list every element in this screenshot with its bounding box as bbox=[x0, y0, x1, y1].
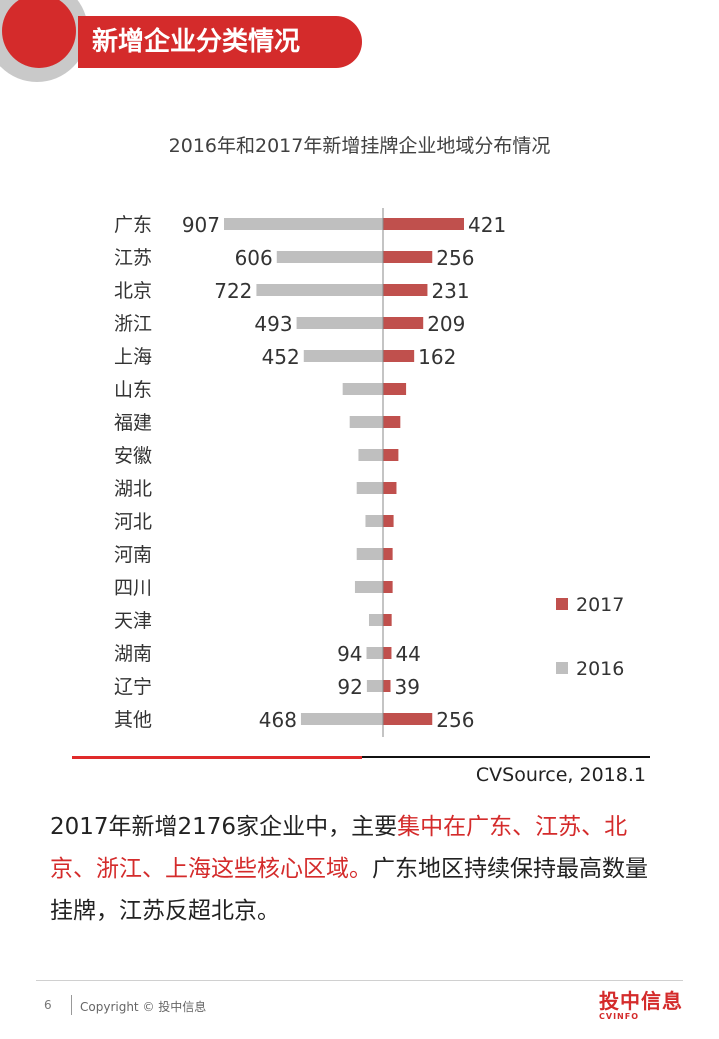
bar-2016 bbox=[354, 581, 383, 593]
copyright-text: Copyright © 投中信息 bbox=[80, 1000, 207, 1014]
data-label-2017: 162 bbox=[418, 345, 456, 369]
bar-2017 bbox=[383, 647, 392, 659]
summary-part1: 2017年新增2176家企业中，主要 bbox=[50, 814, 398, 840]
legend-swatch bbox=[556, 598, 568, 610]
category-label: 北京 bbox=[114, 280, 152, 302]
bar-2017 bbox=[383, 548, 393, 560]
source-note: CVSource, 2018.1 bbox=[475, 764, 646, 786]
bar-2016 bbox=[356, 482, 383, 494]
data-label-2017: 256 bbox=[436, 708, 474, 732]
data-label-2016: 452 bbox=[262, 345, 300, 369]
bar-2016 bbox=[356, 548, 383, 560]
footer-divider bbox=[36, 980, 683, 981]
legend-swatch bbox=[556, 662, 568, 674]
footer-separator bbox=[71, 995, 72, 1015]
bar-2016 bbox=[365, 515, 383, 527]
bar-2016 bbox=[368, 614, 383, 626]
category-label: 上海 bbox=[114, 346, 152, 368]
data-label-2016: 722 bbox=[214, 279, 252, 303]
data-label-2017: 231 bbox=[431, 279, 469, 303]
data-label-2017: 44 bbox=[395, 642, 420, 666]
data-label-2016: 92 bbox=[337, 675, 362, 699]
category-label: 福建 bbox=[114, 412, 152, 434]
bar-2017 bbox=[383, 581, 393, 593]
data-label-2016: 468 bbox=[259, 708, 297, 732]
category-label: 山东 bbox=[114, 379, 152, 401]
category-label: 湖南 bbox=[114, 643, 152, 665]
category-label: 其他 bbox=[114, 709, 152, 731]
bar-2017 bbox=[383, 284, 428, 296]
data-label-2016: 606 bbox=[235, 246, 273, 270]
data-label-2016: 493 bbox=[254, 312, 292, 336]
bar-2017 bbox=[383, 713, 433, 725]
section-title: 新增企业分类情况 bbox=[78, 16, 362, 68]
bar-2017 bbox=[383, 218, 464, 230]
bar-2016 bbox=[303, 350, 383, 362]
data-label-2017: 256 bbox=[436, 246, 474, 270]
category-label: 辽宁 bbox=[114, 676, 152, 698]
data-label-2016: 94 bbox=[337, 642, 362, 666]
legend-label: 2017 bbox=[576, 594, 624, 616]
bar-2017 bbox=[383, 251, 433, 263]
bar-2016 bbox=[342, 383, 383, 395]
bar-2016 bbox=[296, 317, 383, 329]
divider-red bbox=[72, 756, 362, 759]
data-label-2016: 907 bbox=[182, 213, 220, 237]
bar-2017 bbox=[383, 680, 391, 692]
page-number: 6 bbox=[44, 998, 52, 1012]
bar-2017 bbox=[383, 416, 401, 428]
category-label: 江苏 bbox=[114, 247, 152, 269]
bar-2017 bbox=[383, 350, 415, 362]
summary-highlight: 集中在广东、江苏、北京、浙江、上海这些核心区域。 bbox=[50, 814, 628, 882]
data-label-2017: 39 bbox=[395, 675, 420, 699]
logo-wordmark: 投中信息 bbox=[599, 989, 683, 1013]
bar-2017 bbox=[383, 383, 407, 395]
bar-2016 bbox=[366, 680, 383, 692]
legend-label: 2016 bbox=[576, 658, 624, 680]
category-label: 广东 bbox=[114, 214, 152, 236]
bar-2016 bbox=[349, 416, 383, 428]
category-label: 湖北 bbox=[114, 478, 152, 500]
category-label: 天津 bbox=[114, 610, 152, 632]
bar-2017 bbox=[383, 449, 399, 461]
company-logo: 投中信息 CVINFO bbox=[599, 990, 685, 1026]
divider-black bbox=[362, 756, 650, 758]
bar-2016 bbox=[366, 647, 383, 659]
bar-2016 bbox=[224, 218, 383, 230]
category-label: 河北 bbox=[114, 511, 152, 533]
bar-2016 bbox=[358, 449, 383, 461]
category-label: 浙江 bbox=[114, 313, 152, 335]
chart-title: 2016年和2017年新增挂牌企业地域分布情况 bbox=[168, 135, 551, 157]
header-circle-accent bbox=[2, 0, 76, 68]
category-label: 河南 bbox=[114, 544, 152, 566]
bar-2016 bbox=[300, 713, 383, 725]
data-label-2017: 209 bbox=[427, 312, 465, 336]
bar-2016 bbox=[276, 251, 383, 263]
bar-2016 bbox=[256, 284, 383, 296]
bar-2017 bbox=[383, 614, 392, 626]
summary-part2: 广东地区持续保持最高数量挂牌，江苏反超北京。 bbox=[50, 856, 648, 924]
category-label: 安徽 bbox=[114, 445, 152, 467]
logo-subtext: CVINFO bbox=[599, 1012, 639, 1021]
data-label-2017: 421 bbox=[468, 213, 506, 237]
bar-2017 bbox=[383, 482, 397, 494]
diverging-bar-chart: 广东 907 421 江苏 606 256 北京 722 231 浙江 493 209 上海 452 162… bbox=[114, 208, 624, 737]
bar-2017 bbox=[383, 515, 394, 527]
summary-text: 2017年新增2176家企业中，主要集中在广东、江苏、北京、浙江、上海这些核心区… bbox=[50, 806, 670, 932]
category-label: 四川 bbox=[114, 577, 152, 599]
bar-2017 bbox=[383, 317, 424, 329]
